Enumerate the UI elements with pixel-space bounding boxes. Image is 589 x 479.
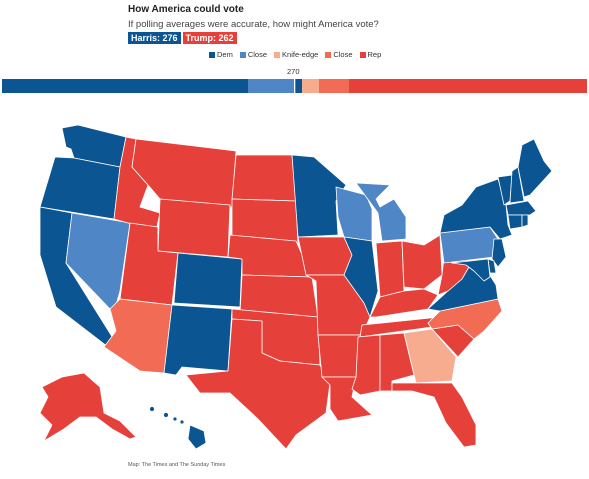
bar-segment-dem [295,79,303,93]
legend: Dem Close Knife-edge Close Rep [209,50,381,59]
state-MD[interactable] [451,258,491,282]
state-GA[interactable] [403,328,457,384]
legend-item: Close [325,50,353,59]
state-FL[interactable] [391,382,477,448]
legend-item: Close [239,50,268,59]
threshold-marker [294,77,295,95]
chart-subtitle: If polling averages were accurate, how m… [128,19,379,30]
state-PA[interactable] [439,226,499,264]
state-MA[interactable] [505,200,537,216]
electoral-tally: Harris: 276 Trump: 262 [128,32,237,44]
bar-segment-knife-edge [302,79,320,93]
state-ME[interactable] [517,138,553,198]
state-MI[interactable] [355,182,407,242]
state-TX[interactable] [185,318,331,450]
state-CT[interactable] [507,214,523,230]
harris-total-badge: Harris: 276 [128,32,181,44]
legend-swatch [239,51,246,58]
state-NH[interactable] [509,166,525,204]
state-CO[interactable] [173,252,243,308]
state-NM[interactable] [163,304,233,376]
threshold-label: 270 [287,67,300,76]
legend-item: Knife-edge [274,50,318,59]
legend-label: Knife-edge [282,50,319,59]
map-credit: Map: The Times and The Sunday Times [128,462,226,468]
state-IL[interactable] [343,236,379,318]
legend-label: Rep [367,50,382,59]
state-AR[interactable] [317,334,363,378]
legend-swatch [325,51,332,58]
state-AK[interactable] [39,372,137,442]
us-state-map [39,124,553,450]
legend-label: Close [333,50,353,59]
legend-swatch [274,51,281,58]
state-WY[interactable] [157,198,231,258]
state-NY[interactable] [439,178,513,240]
legend-label: Dem [217,50,233,59]
chart-title: How America could vote [128,4,244,15]
state-AZ[interactable] [103,298,173,374]
trump-total-badge: Trump: 262 [182,32,237,44]
legend-swatch [209,51,215,58]
state-NJ[interactable] [491,238,507,268]
bar-segment-close [319,79,349,93]
state-KY[interactable] [369,288,439,318]
state-IA[interactable] [297,236,353,276]
state-MT[interactable] [131,138,237,208]
state-ND[interactable] [231,154,297,202]
bar-segment-rep [348,79,587,93]
bar-segment-dem [2,79,248,93]
state-HI[interactable] [149,406,207,450]
state-IN[interactable] [375,240,405,298]
state-RI[interactable] [521,214,529,228]
legend-swatch [359,51,366,58]
legend-item: Rep [359,50,382,59]
legend-item: Dem [209,50,233,59]
legend-label: Close [247,50,268,59]
electoral-bar [2,79,587,93]
state-OH[interactable] [401,234,443,290]
bar-segment-close [247,79,296,93]
